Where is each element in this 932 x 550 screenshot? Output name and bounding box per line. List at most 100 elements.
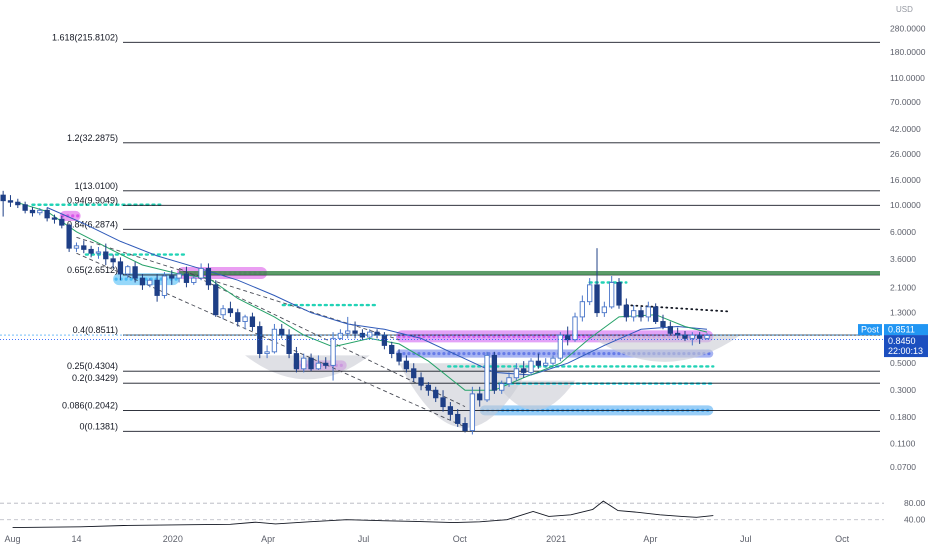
candle-body bbox=[308, 357, 314, 370]
zone-dot bbox=[487, 351, 491, 356]
fib-label-5: 0.65(2.6512) bbox=[67, 265, 118, 275]
candle-body bbox=[0, 194, 6, 202]
candle-body bbox=[689, 334, 695, 339]
candle-body bbox=[66, 224, 72, 249]
time-tick-6: 2021 bbox=[546, 534, 566, 544]
candle bbox=[425, 382, 432, 396]
time-axis[interactable]: Aug 14 2020 Apr Jul Oct 2021 Apr Jul Oct bbox=[5, 534, 850, 544]
candle-body bbox=[411, 368, 417, 379]
time-tick-9: Oct bbox=[835, 534, 850, 544]
candle-body bbox=[286, 334, 292, 355]
fib-label-0: 1.618(215.8102) bbox=[52, 32, 118, 42]
candle bbox=[543, 358, 549, 368]
zone-dot bbox=[577, 334, 581, 339]
zone-dot bbox=[467, 334, 471, 339]
candle-body bbox=[249, 316, 256, 327]
candle bbox=[484, 351, 490, 403]
price-axis[interactable]: USD 280.0000 180.0000 110.0000 70.0000 42.00… bbox=[890, 5, 926, 472]
zone-band-1 bbox=[59, 210, 81, 221]
last-price-tag bbox=[884, 335, 928, 358]
candle bbox=[0, 190, 6, 217]
candle bbox=[352, 321, 358, 339]
candle bbox=[550, 355, 556, 366]
zone-dot bbox=[472, 334, 476, 339]
candle-body bbox=[506, 377, 512, 385]
candle-body bbox=[653, 306, 659, 322]
bar-countdown: 22:00:13 bbox=[888, 346, 923, 356]
dotted-resistance-line[interactable] bbox=[625, 304, 730, 313]
candle-body bbox=[557, 334, 564, 359]
candle-body bbox=[418, 377, 424, 386]
zone-dot bbox=[527, 351, 531, 356]
candle bbox=[154, 274, 160, 302]
rounded-bottom-0 bbox=[245, 355, 370, 380]
zone-dot bbox=[597, 351, 601, 356]
candle-body bbox=[271, 328, 278, 353]
rounded-bottom-3 bbox=[589, 335, 740, 362]
zone-dot bbox=[472, 351, 476, 356]
candle bbox=[161, 272, 168, 299]
candle bbox=[220, 305, 226, 320]
candle-body bbox=[59, 218, 65, 226]
candle-body bbox=[103, 251, 109, 260]
ma-fast-line bbox=[17, 202, 708, 391]
zone-dot bbox=[492, 334, 496, 339]
candle-body bbox=[623, 304, 629, 318]
zone-dot bbox=[437, 351, 441, 356]
candle bbox=[73, 242, 80, 252]
candle-body bbox=[601, 306, 607, 314]
candle bbox=[609, 276, 615, 309]
zone-dot bbox=[427, 334, 431, 339]
time-tick-3: Apr bbox=[261, 534, 275, 544]
candle-body bbox=[609, 282, 615, 308]
zone-dot bbox=[517, 334, 521, 339]
candle-body bbox=[293, 353, 300, 370]
time-tick-8: Jul bbox=[740, 534, 752, 544]
post-value-tag bbox=[884, 324, 928, 336]
trendline-2[interactable] bbox=[178, 268, 466, 408]
candle bbox=[653, 303, 659, 324]
candle bbox=[330, 332, 336, 381]
candle-body bbox=[132, 266, 138, 279]
candle bbox=[191, 276, 197, 285]
zone-dot bbox=[76, 214, 80, 218]
candle bbox=[88, 245, 94, 258]
price-tick-7: 16.0000 bbox=[890, 175, 921, 185]
candle bbox=[447, 402, 454, 421]
candle-body bbox=[587, 284, 593, 303]
candle-body bbox=[337, 332, 344, 339]
candle bbox=[59, 215, 65, 229]
trendline-0[interactable] bbox=[76, 236, 400, 341]
candle bbox=[579, 295, 586, 322]
candle-body bbox=[220, 308, 226, 316]
zone-dot bbox=[582, 334, 586, 339]
fib-label-7: 0.25(0.4304) bbox=[67, 361, 118, 371]
zone-dot bbox=[607, 351, 611, 356]
zone-dot bbox=[114, 277, 118, 281]
candle bbox=[337, 329, 344, 340]
candle bbox=[557, 332, 564, 362]
candle bbox=[440, 390, 446, 412]
candle-body bbox=[198, 267, 204, 279]
zone-dot bbox=[542, 334, 546, 339]
candle-body bbox=[469, 393, 476, 431]
zone-dot bbox=[417, 351, 421, 356]
candle-body bbox=[477, 393, 483, 401]
candle bbox=[169, 270, 175, 285]
candle-body bbox=[161, 275, 168, 296]
candle-body bbox=[37, 209, 43, 214]
zone-dot bbox=[502, 351, 506, 356]
candle bbox=[81, 240, 87, 254]
price-tick-8: 10.0000 bbox=[890, 200, 921, 210]
candle-body bbox=[521, 368, 527, 373]
price-tick-9: 6.0000 bbox=[890, 227, 916, 237]
post-value-label: 0.8511 bbox=[888, 325, 915, 335]
price-tick-4: 70.0000 bbox=[890, 97, 921, 107]
candle bbox=[176, 272, 182, 283]
moving-averages bbox=[17, 202, 708, 391]
candle bbox=[301, 353, 307, 373]
candle bbox=[147, 278, 153, 288]
candle-body bbox=[110, 258, 116, 263]
candle-body bbox=[88, 248, 94, 254]
